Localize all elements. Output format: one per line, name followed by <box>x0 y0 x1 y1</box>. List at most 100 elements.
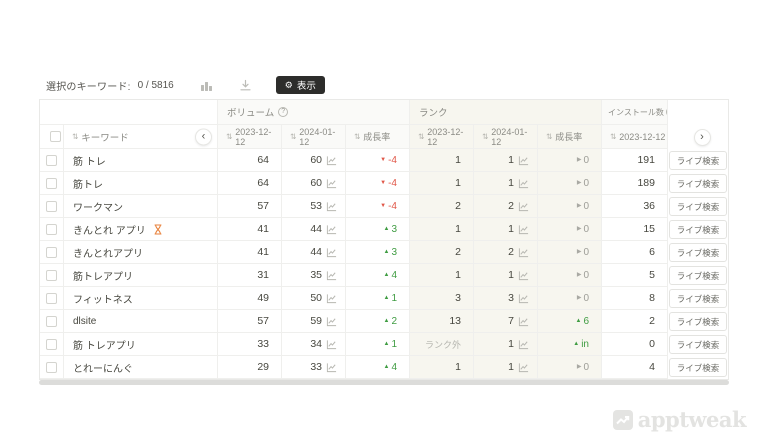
volume-date2-cell: 53 <box>282 195 346 218</box>
trend-chart-icon[interactable] <box>518 178 529 189</box>
volume-growth-cell: ▼ -4 <box>346 149 410 172</box>
growth-direction-icon: ▲ <box>383 295 390 301</box>
trend-chart-icon[interactable] <box>326 224 337 235</box>
actions-cell: ライブ検索 <box>668 333 728 356</box>
trend-chart-icon[interactable] <box>518 224 529 235</box>
download-icon[interactable] <box>239 79 252 92</box>
live-search-button[interactable]: ライブ検索 <box>668 174 728 193</box>
row-checkbox-cell <box>40 149 64 172</box>
trend-chart-icon[interactable] <box>326 201 337 212</box>
volume-growth-cell: ▼ -4 <box>346 195 410 218</box>
table-row[interactable]: とれーにんぐ 29 33 ▲ 4 1 1 ▶ 0 <box>40 356 728 379</box>
installs-date-header[interactable]: ⇅ 2023-12-12 <box>602 125 668 149</box>
live-search-button[interactable]: ライブ検索 <box>668 243 728 262</box>
volume-date1-header[interactable]: ⇅ 2023-12-12 <box>218 125 282 149</box>
keyword-cell: 筋トレアプリ <box>64 264 218 287</box>
display-settings-button[interactable]: ⚙ 表示 <box>275 76 325 94</box>
row-checkbox[interactable] <box>46 177 57 189</box>
group-volume-label: ボリューム <box>227 108 275 119</box>
row-checkbox[interactable] <box>46 154 57 166</box>
row-checkbox[interactable] <box>46 338 57 350</box>
growth-direction-icon: ▶ <box>576 226 582 232</box>
row-checkbox[interactable] <box>46 200 57 212</box>
growth-direction-icon: ▶ <box>576 249 582 255</box>
live-search-button[interactable]: ライブ検索 <box>668 312 728 331</box>
live-search-button[interactable]: ライブ検索 <box>668 335 728 354</box>
volume-date2-value: 44 <box>310 223 322 235</box>
live-search-button[interactable]: ライブ検索 <box>668 197 728 216</box>
expand-columns-button[interactable]: › <box>693 128 711 146</box>
keyword-label: 筋トレアプリ <box>73 271 133 283</box>
growth-direction-icon: ▼ <box>380 180 387 186</box>
keyword-cell: とれーにんぐ <box>64 356 218 379</box>
trend-chart-icon[interactable] <box>326 155 337 166</box>
installs-value: 15 <box>602 218 668 241</box>
rank-date1-value: 3 <box>410 287 474 310</box>
row-checkbox[interactable] <box>46 361 57 373</box>
row-checkbox[interactable] <box>46 269 57 281</box>
toolbar: 選択のキーワード: 0 / 5816 ⚙ 表示 <box>46 74 325 96</box>
live-search-button[interactable]: ライブ検索 <box>668 151 728 170</box>
table-row[interactable]: 筋 トレ 64 60 ▼ -4 1 1 ▶ 0 <box>40 149 728 172</box>
trend-chart-icon[interactable] <box>518 362 529 373</box>
compare-chart-icon[interactable] <box>200 79 213 92</box>
keyword-column-header[interactable]: ⇅ キーワード ‹ <box>64 125 218 149</box>
trend-chart-icon[interactable] <box>326 270 337 281</box>
group-volume-cell: ボリューム ? <box>218 100 410 125</box>
growth-direction-icon: ▶ <box>576 203 582 209</box>
header-label: 2024-01-12 <box>299 126 336 147</box>
table-row[interactable]: 筋 トレアプリ 33 34 ▲ 1 ランク外 1 ▲ in <box>40 333 728 356</box>
table-row[interactable]: 筋トレ 64 60 ▼ -4 1 1 ▶ 0 <box>40 172 728 195</box>
trend-chart-icon[interactable] <box>326 247 337 258</box>
table-row[interactable]: dlsite 57 59 ▲ 2 13 7 ▲ 6 <box>40 310 728 333</box>
table-row[interactable]: 筋トレアプリ 31 35 ▲ 4 1 1 ▶ 0 <box>40 264 728 287</box>
trend-chart-icon[interactable] <box>326 362 337 373</box>
group-actions-cell <box>668 100 728 125</box>
row-checkbox[interactable] <box>46 223 57 235</box>
growth-direction-icon: ▲ <box>383 249 390 255</box>
live-search-button[interactable]: ライブ検索 <box>668 289 728 308</box>
trend-chart-icon[interactable] <box>326 293 337 304</box>
rank-date2-value: 1 <box>508 154 514 166</box>
trend-chart-icon[interactable] <box>518 293 529 304</box>
row-checkbox[interactable] <box>46 246 57 258</box>
rank-date1-header[interactable]: ⇅ 2023-12-12 <box>410 125 474 149</box>
rank-growth-header[interactable]: ⇅ 成長率 <box>538 125 602 149</box>
trend-chart-icon[interactable] <box>518 316 529 327</box>
volume-growth-cell: ▲ 3 <box>346 218 410 241</box>
trend-chart-icon[interactable] <box>326 339 337 350</box>
volume-date2-header[interactable]: ⇅ 2024-01-12 <box>282 125 346 149</box>
rank-growth-cell: ▶ 0 <box>538 172 602 195</box>
table-row[interactable]: ワークマン 57 53 ▼ -4 2 2 ▶ 0 <box>40 195 728 218</box>
collapse-columns-button[interactable]: ‹ <box>195 128 212 145</box>
trend-chart-icon[interactable] <box>326 178 337 189</box>
keyword-cell: dlsite <box>64 310 218 333</box>
select-all-checkbox[interactable] <box>50 131 61 142</box>
trend-chart-icon[interactable] <box>518 270 529 281</box>
live-search-button[interactable]: ライブ検索 <box>668 220 728 239</box>
info-icon[interactable]: ? <box>278 107 289 117</box>
live-search-button[interactable]: ライブ検索 <box>668 358 728 377</box>
apptweak-logo-icon <box>612 409 633 430</box>
table-row[interactable]: きんとれアプリ 41 44 ▲ 3 2 2 ▶ 0 <box>40 241 728 264</box>
table-row[interactable]: フィットネス 49 50 ▲ 1 3 3 ▶ 0 <box>40 287 728 310</box>
rank-date2-header[interactable]: ⇅ 2024-01-12 <box>474 125 538 149</box>
keyword-cell: きんとれ アプリ <box>64 218 218 241</box>
keyword-label: とれーにんぐ <box>73 363 133 375</box>
rank-growth-value: 0 <box>583 292 589 304</box>
volume-date2-value: 53 <box>310 200 322 212</box>
row-checkbox[interactable] <box>46 292 57 304</box>
trend-chart-icon[interactable] <box>518 155 529 166</box>
trend-chart-icon[interactable] <box>518 247 529 258</box>
trend-chart-icon[interactable] <box>326 316 337 327</box>
trend-chart-icon[interactable] <box>518 201 529 212</box>
row-checkbox[interactable] <box>46 315 57 327</box>
trend-chart-icon[interactable] <box>518 339 529 350</box>
group-rank-cell: ランク <box>410 100 602 125</box>
horizontal-scrollbar[interactable] <box>39 380 729 385</box>
live-search-button[interactable]: ライブ検索 <box>668 266 728 285</box>
hourglass-icon <box>154 223 162 235</box>
table-row[interactable]: きんとれ アプリ 41 44 ▲ 3 1 1 ▶ 0 <box>40 218 728 241</box>
volume-growth-header[interactable]: ⇅ 成長率 <box>346 125 410 149</box>
installs-value: 191 <box>602 149 668 172</box>
